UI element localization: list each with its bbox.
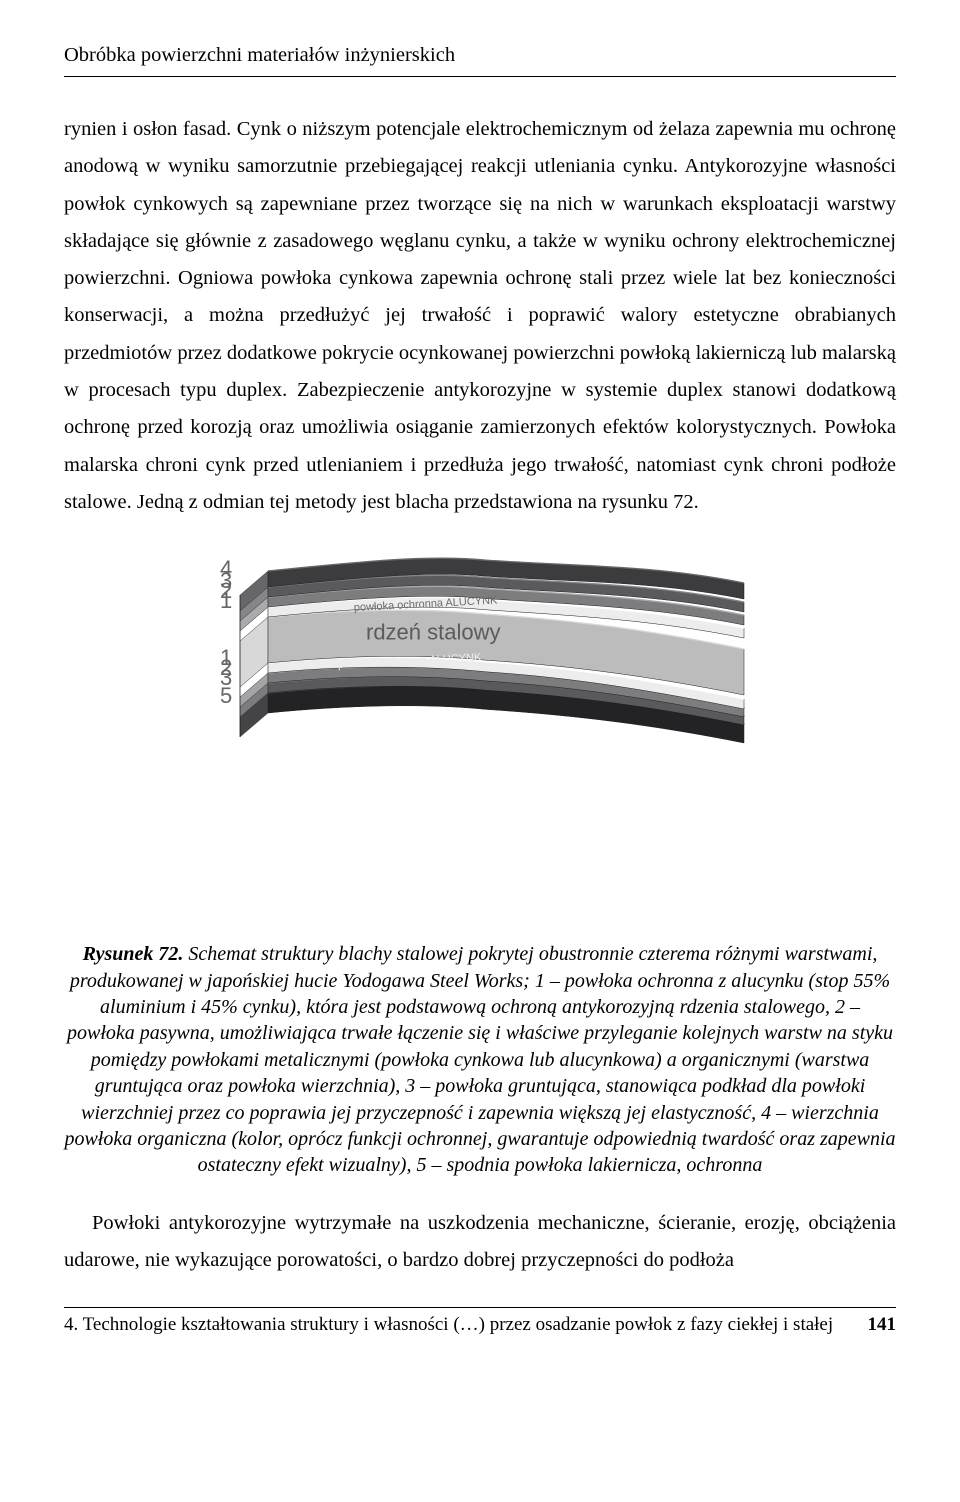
footer-text: 4. Technologie kształtowania struktury i… [64,1314,833,1336]
svg-text:1: 1 [220,588,232,613]
body-paragraph-1: rynien i osłon fasad. Cynk o niższym pot… [64,111,896,521]
body-paragraph-2: Powłoki antykorozyjne wytrzymałe na uszk… [64,1205,896,1280]
caption-lead: Rysunek 72. [83,943,184,965]
running-header: Obróbka powierzchni materiałów inżyniers… [64,44,896,77]
layer-diagram: 43211235rdzeń stalowypowłoka ochronna AL… [196,543,762,923]
svg-text:5: 5 [220,683,232,708]
svg-text:rdzeń stalowy: rdzeń stalowy [366,620,501,645]
caption-text: Schemat struktury blachy stalowej pokryt… [64,943,895,1176]
page-number: 141 [868,1314,897,1336]
figure-caption: Rysunek 72. Schemat struktury blachy sta… [64,941,896,1179]
page-footer: 4. Technologie kształtowania struktury i… [64,1307,896,1336]
figure-72: 43211235rdzeń stalowypowłoka ochronna AL… [196,543,896,923]
